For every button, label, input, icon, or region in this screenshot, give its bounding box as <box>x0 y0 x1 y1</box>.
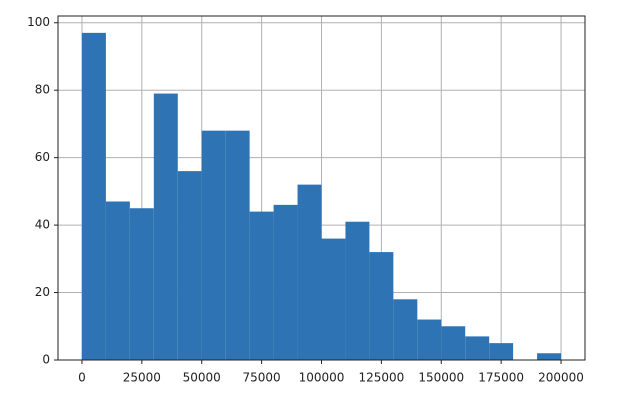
bar <box>369 252 394 360</box>
bar <box>153 93 178 360</box>
bar <box>177 171 202 360</box>
bar <box>465 336 490 360</box>
y-tick-label: 100 <box>27 15 50 29</box>
label-layer: 0 25000 50000 75000 100000 125000 150000 175000… <box>27 15 584 384</box>
bar <box>537 353 562 360</box>
x-tick-label: 75000 <box>243 371 281 385</box>
y-tick-label: 20 <box>35 285 50 299</box>
bar <box>345 221 370 360</box>
bar <box>201 130 226 360</box>
bar <box>321 238 346 360</box>
x-tick-label: 25000 <box>123 371 161 385</box>
x-tick-label: 175000 <box>478 371 524 385</box>
y-tick-label: 0 <box>42 353 50 367</box>
bar <box>417 319 442 360</box>
y-tick-label: 80 <box>35 83 50 97</box>
y-tick-label: 60 <box>35 150 50 164</box>
bar <box>297 184 322 360</box>
bar <box>105 201 130 360</box>
bar <box>393 299 418 360</box>
bar <box>225 130 250 360</box>
bar <box>489 343 514 360</box>
bar <box>249 211 274 360</box>
x-tick-label: 200000 <box>538 371 584 385</box>
x-tick-label: 50000 <box>183 371 221 385</box>
bar <box>273 204 298 360</box>
x-tick-label: 0 <box>78 371 86 385</box>
x-tick-label: 100000 <box>299 371 345 385</box>
y-tick-label: 40 <box>35 218 50 232</box>
bar <box>129 208 154 360</box>
x-tick-label: 150000 <box>418 371 464 385</box>
bar <box>81 32 106 361</box>
bar <box>441 326 466 360</box>
bar-layer <box>81 32 562 361</box>
x-tick-label: 125000 <box>358 371 404 385</box>
